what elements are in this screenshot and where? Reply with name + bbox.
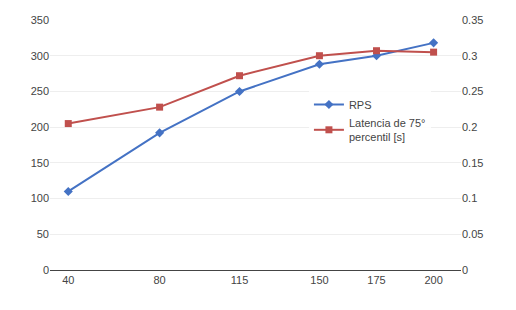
svg-text:50: 50	[37, 228, 49, 240]
svg-text:150: 150	[310, 274, 328, 286]
svg-text:0.1: 0.1	[462, 192, 477, 204]
svg-text:0.3: 0.3	[462, 50, 477, 62]
svg-text:80: 80	[153, 274, 165, 286]
svg-text:Latencia de 75°percentil [s]: Latencia de 75°percentil [s]	[349, 117, 426, 143]
svg-text:0: 0	[43, 264, 49, 276]
svg-text:0.25: 0.25	[462, 85, 483, 97]
svg-text:100: 100	[31, 192, 49, 204]
svg-text:300: 300	[31, 50, 49, 62]
svg-text:40: 40	[62, 274, 74, 286]
svg-text:200: 200	[31, 121, 49, 133]
svg-text:0.2: 0.2	[462, 121, 477, 133]
svg-text:0: 0	[462, 264, 468, 276]
svg-text:0.35: 0.35	[462, 14, 483, 26]
svg-text:200: 200	[424, 274, 442, 286]
svg-text:115: 115	[231, 274, 249, 286]
svg-text:350: 350	[31, 14, 49, 26]
svg-text:175: 175	[367, 274, 385, 286]
svg-text:RPS: RPS	[349, 99, 372, 111]
svg-text:0.15: 0.15	[462, 157, 483, 169]
svg-text:250: 250	[31, 85, 49, 97]
svg-text:0.05: 0.05	[462, 228, 483, 240]
svg-text:150: 150	[31, 157, 49, 169]
